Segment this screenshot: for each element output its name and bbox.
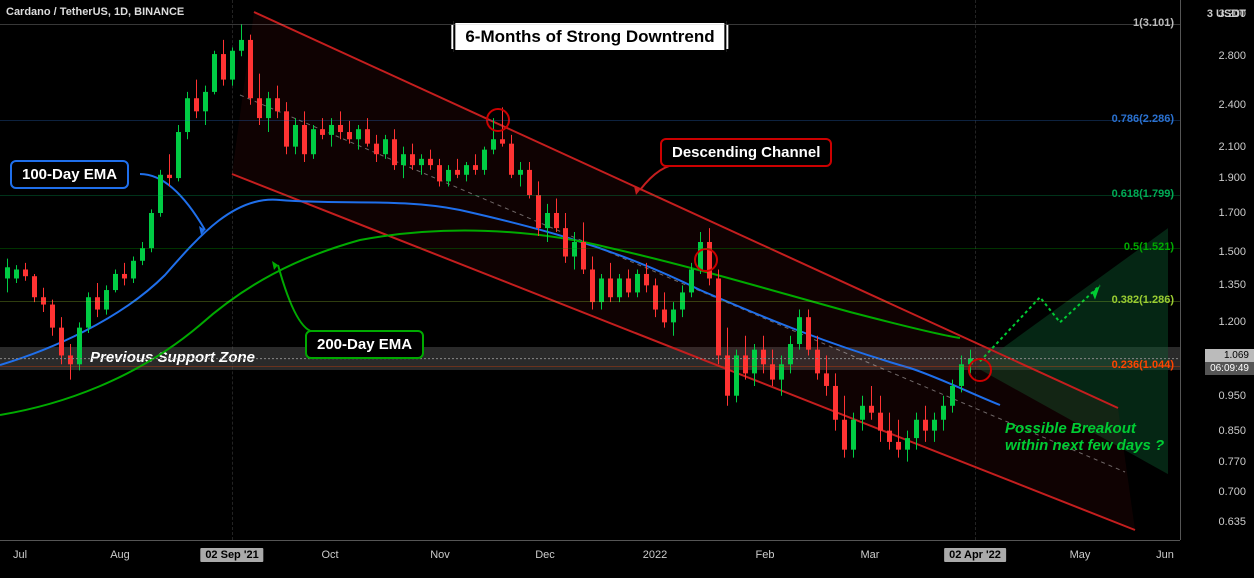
y-tick-label: 0.635 bbox=[1218, 516, 1246, 528]
ticker-label: Cardano / TetherUS, 1D, BINANCE bbox=[6, 6, 184, 18]
x-tick-label: Nov bbox=[430, 549, 450, 561]
x-tick-label: 2022 bbox=[643, 549, 667, 561]
bar-countdown: 06:09:49 bbox=[1205, 362, 1254, 375]
y-tick-label: 0.770 bbox=[1218, 456, 1246, 468]
y-tick-label: 0.850 bbox=[1218, 425, 1246, 437]
fib-level-line bbox=[0, 24, 1180, 25]
y-tick-label: 1.350 bbox=[1218, 279, 1246, 291]
y-tick-label: 1.700 bbox=[1218, 207, 1246, 219]
x-tick-label: Jun bbox=[1156, 549, 1174, 561]
fib-level-line bbox=[0, 195, 1180, 196]
chart-title-wrap: 6-Months of Strong Downtrend bbox=[451, 25, 728, 49]
current-price-value: 1.069 bbox=[1210, 350, 1249, 361]
x-tick-label: Mar bbox=[861, 549, 880, 561]
highlight-circle bbox=[694, 248, 718, 272]
fib-level-line bbox=[0, 120, 1180, 121]
fib-level-label: 0.618(1.799) bbox=[1112, 188, 1174, 200]
fib-level-label: 0.786(2.286) bbox=[1112, 113, 1174, 125]
x-axis: Jul Aug 02 Sep '21 Oct Nov Dec 2022 Feb Mar 02 Ap… bbox=[0, 540, 1180, 578]
grid-vertical-line bbox=[975, 0, 976, 540]
breakout-line1: Possible Breakout bbox=[1005, 420, 1136, 437]
fib-level-line bbox=[0, 301, 1180, 302]
breakout-line2: within next few days ? bbox=[1005, 437, 1164, 454]
y-tick-label: 1.900 bbox=[1218, 172, 1246, 184]
y-tick-label: 0.950 bbox=[1218, 390, 1246, 402]
fib-level-line bbox=[0, 366, 1180, 367]
descending-channel-callout: Descending Channel bbox=[660, 138, 832, 167]
x-tick-label: Oct bbox=[321, 549, 338, 561]
x-tick-label: May bbox=[1070, 549, 1091, 561]
y-tick-label: 1.200 bbox=[1218, 316, 1246, 328]
x-tick-label: 02 Sep '21 bbox=[200, 549, 263, 561]
fib-level-label: 0.5(1.521) bbox=[1124, 241, 1174, 253]
grid-vertical-line bbox=[232, 0, 233, 540]
support-zone-label: Previous Support Zone bbox=[90, 349, 255, 366]
current-price-tag: 1.069 06:09:49 bbox=[1205, 349, 1254, 375]
y-tick-label: 2.100 bbox=[1218, 141, 1246, 153]
fib-level-label: 1(3.101) bbox=[1133, 17, 1174, 29]
y-tick-label: 1.500 bbox=[1218, 246, 1246, 258]
x-tick-label: Aug bbox=[110, 549, 130, 561]
x-tick-label: Feb bbox=[756, 549, 775, 561]
highlight-circle bbox=[968, 358, 992, 382]
y-tick-label: 0.700 bbox=[1218, 486, 1246, 498]
chart-svg-overlay bbox=[0, 0, 1180, 540]
ema100-callout: 100-Day EMA bbox=[10, 160, 129, 189]
y-tick-label: 2.800 bbox=[1218, 50, 1246, 62]
chart-area[interactable]: Cardano / TetherUS, 1D, BINANCE 6-Months… bbox=[0, 0, 1180, 540]
x-tick-label: 02 Apr '22 bbox=[944, 549, 1006, 561]
y-tick-label: 2.400 bbox=[1218, 99, 1246, 111]
fib-level-label: 0.382(1.286) bbox=[1112, 294, 1174, 306]
ema200-callout: 200-Day EMA bbox=[305, 330, 424, 359]
chart-main-title: 6-Months of Strong Downtrend bbox=[453, 21, 726, 52]
x-tick-label: Dec bbox=[535, 549, 555, 561]
fib-level-label: 0.236(1.044) bbox=[1112, 359, 1174, 371]
fib-level-line bbox=[0, 248, 1180, 249]
y-tick-label: 3.200 bbox=[1218, 8, 1246, 20]
y-axis: 3 USDT 3.2002.8002.4002.1001.9001.7001.5… bbox=[1180, 0, 1254, 540]
x-tick-label: Jul bbox=[13, 549, 27, 561]
breakout-annotation: Possible Breakout within next few days ? bbox=[1005, 420, 1164, 454]
